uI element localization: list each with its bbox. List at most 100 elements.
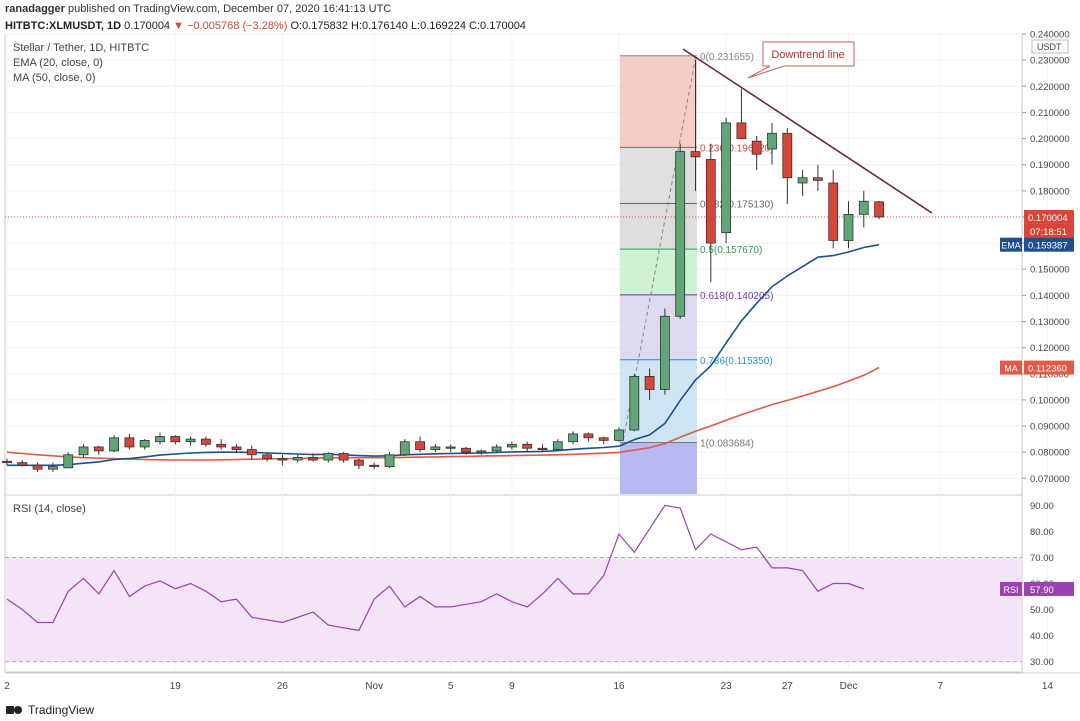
rsi-legend[interactable]: RSI (14, close) bbox=[13, 503, 86, 515]
candle-up bbox=[323, 453, 334, 461]
ema-name-box bbox=[1000, 237, 1022, 252]
ema-name: EMA bbox=[1001, 241, 1021, 251]
price-tick-label: 0.230000 bbox=[1030, 56, 1070, 67]
candle-down bbox=[369, 464, 380, 467]
price-change: −0.005768 (−3.28%) bbox=[187, 20, 288, 32]
symbol-line: HITBTC:XLMUSDT, 1D 0.170004 ▼ −0.005768 … bbox=[5, 20, 526, 32]
candle-up bbox=[63, 454, 74, 469]
price-tick-label: 0.150000 bbox=[1030, 265, 1070, 276]
ma-name: MA bbox=[1004, 364, 1018, 374]
fib-level-label: 0(0.231655) bbox=[700, 52, 754, 63]
candle-down bbox=[246, 449, 257, 456]
candle-up bbox=[292, 457, 303, 461]
fib-level-label: 1(0.083684) bbox=[700, 439, 754, 450]
candle-up bbox=[430, 446, 441, 450]
candle-down bbox=[353, 459, 364, 466]
ma-tag bbox=[1024, 360, 1074, 375]
time-tick-label: 23 bbox=[721, 681, 733, 692]
footer-brand[interactable]: TradingView bbox=[6, 703, 94, 717]
last-price-value: 0.170004 bbox=[1028, 213, 1068, 224]
ma50-line bbox=[6, 366, 880, 461]
fib-level-label: 0.786(0.115350) bbox=[700, 356, 773, 367]
candle-down bbox=[813, 177, 823, 181]
candle-up bbox=[506, 443, 517, 448]
price-tick-label: 0.110000 bbox=[1030, 369, 1069, 380]
candle-up bbox=[721, 122, 731, 234]
candle-down bbox=[828, 182, 839, 241]
candle-down bbox=[32, 464, 43, 470]
candle-down bbox=[338, 453, 349, 461]
candle-down bbox=[598, 437, 609, 441]
time-tick-label: Dec bbox=[840, 681, 858, 692]
candle-up bbox=[614, 429, 624, 441]
candle-up bbox=[568, 433, 578, 443]
fib-zone bbox=[620, 249, 697, 295]
candle-up bbox=[185, 438, 196, 443]
publisher-name[interactable]: ranadagger bbox=[5, 3, 65, 15]
candle-up bbox=[858, 200, 869, 215]
candle-down bbox=[231, 446, 242, 450]
candle-down bbox=[736, 122, 747, 139]
rsi-tick-label: 70.00 bbox=[1030, 553, 1054, 564]
ema-legend[interactable]: EMA (20, close, 0) bbox=[13, 57, 103, 69]
candle-down bbox=[415, 441, 426, 450]
publish-info: published on TradingView.com, December 0… bbox=[67, 3, 392, 15]
candle-up bbox=[767, 132, 777, 150]
fib-level-label: 0.618(0.140205) bbox=[700, 291, 773, 302]
price-tick-label: 0.140000 bbox=[1030, 291, 1070, 302]
candle-down bbox=[277, 458, 288, 461]
rsi-tick-label: 40.00 bbox=[1030, 631, 1054, 642]
time-tick-label: 26 bbox=[277, 681, 289, 692]
currency-badge bbox=[1031, 39, 1069, 54]
rsi-value: 57.90 bbox=[1030, 585, 1054, 596]
time-tick-label: 16 bbox=[613, 681, 625, 692]
candle-down bbox=[2, 460, 12, 464]
currency-label: USDT bbox=[1037, 42, 1062, 52]
rsi-tick-label: 90.00 bbox=[1030, 501, 1054, 512]
ma-legend[interactable]: MA (50, close, 0) bbox=[13, 72, 96, 84]
fib-level-label: 0.382(0.175130) bbox=[700, 200, 773, 211]
candle-down bbox=[93, 446, 104, 452]
time-tick-label: Nov bbox=[365, 681, 383, 692]
rsi-tick-label: 30.00 bbox=[1030, 657, 1054, 668]
candle-down bbox=[782, 132, 793, 179]
time-tick-label: 27 bbox=[782, 681, 794, 692]
ema20-line bbox=[7, 243, 880, 467]
chart-title: Stellar / Tether, 1D, HITBTC bbox=[13, 42, 150, 54]
fib-level-label: 0.236(0.196620) bbox=[700, 143, 773, 154]
time-tick-label: 7 bbox=[938, 681, 944, 692]
candle-down bbox=[644, 375, 655, 390]
annotation-text: Downtrend line bbox=[771, 49, 844, 61]
candle-down bbox=[705, 159, 716, 244]
price-tick-label: 0.090000 bbox=[1030, 422, 1070, 433]
last-price-tag bbox=[1024, 209, 1074, 224]
price-tick-label: 0.080000 bbox=[1030, 448, 1070, 459]
candle-up bbox=[78, 446, 89, 456]
time-tick-label: 14 bbox=[1042, 681, 1054, 692]
fib-zone bbox=[620, 55, 697, 148]
candle-up bbox=[797, 177, 808, 184]
price-tick-label: 0.100000 bbox=[1030, 395, 1070, 406]
price-tick-label: 0.190000 bbox=[1030, 160, 1070, 171]
candle-down bbox=[17, 462, 28, 466]
candle-up bbox=[384, 454, 395, 467]
candle-up bbox=[155, 436, 165, 443]
rsi-band bbox=[5, 557, 1022, 662]
candle-down bbox=[874, 201, 884, 218]
candle-down bbox=[170, 436, 181, 443]
brand-name: TradingView bbox=[28, 703, 95, 717]
fib-zone bbox=[620, 294, 697, 360]
price-tick-label: 0.200000 bbox=[1030, 134, 1070, 145]
candle-up bbox=[491, 446, 502, 452]
fib-zone bbox=[620, 147, 697, 204]
candle-down bbox=[308, 457, 318, 461]
candle-up bbox=[48, 466, 58, 470]
candle-up bbox=[660, 315, 670, 390]
rsi-tag bbox=[1024, 581, 1074, 596]
candle-up bbox=[476, 450, 487, 453]
candle-up bbox=[843, 213, 854, 241]
price-tick-label: 0.210000 bbox=[1030, 108, 1070, 119]
time-tick-label: 9 bbox=[509, 681, 515, 692]
candle-up bbox=[552, 441, 563, 450]
